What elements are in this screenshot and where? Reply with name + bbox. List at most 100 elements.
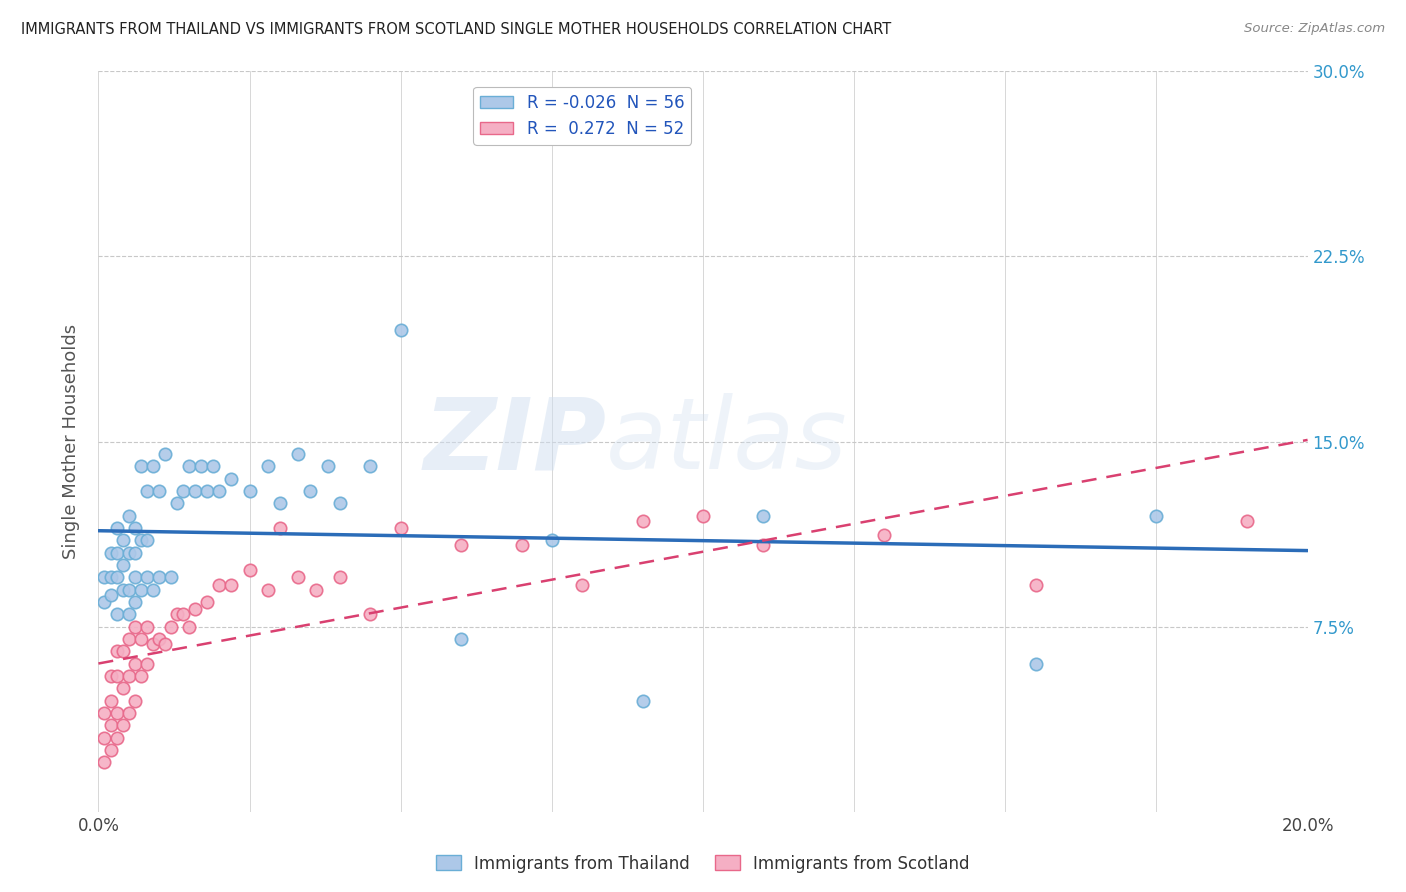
Point xyxy=(135,533,157,548)
Point xyxy=(873,528,896,542)
Point xyxy=(111,582,134,597)
Point xyxy=(160,570,183,584)
Point xyxy=(124,595,146,609)
Point xyxy=(111,681,134,696)
Point xyxy=(172,483,194,498)
Point xyxy=(329,496,352,510)
Point xyxy=(124,694,146,708)
Point xyxy=(166,496,188,510)
Point xyxy=(93,731,115,745)
Point xyxy=(160,619,183,633)
Point xyxy=(221,577,243,591)
Point xyxy=(105,570,128,584)
Point xyxy=(124,521,146,535)
Point xyxy=(124,570,146,584)
Point xyxy=(111,644,134,658)
Point xyxy=(202,459,225,474)
Point xyxy=(287,447,309,461)
Point xyxy=(118,669,141,683)
Point xyxy=(316,459,339,474)
Point xyxy=(389,521,412,535)
Point xyxy=(129,632,152,646)
Point xyxy=(1236,514,1258,528)
Point xyxy=(124,619,146,633)
Point xyxy=(129,582,152,597)
Point xyxy=(329,570,352,584)
Point xyxy=(100,588,122,602)
Point xyxy=(111,558,134,572)
Point xyxy=(239,483,262,498)
Point xyxy=(450,538,472,552)
Point xyxy=(142,637,165,651)
Point xyxy=(148,570,170,584)
Text: IMMIGRANTS FROM THAILAND VS IMMIGRANTS FROM SCOTLAND SINGLE MOTHER HOUSEHOLDS CO: IMMIGRANTS FROM THAILAND VS IMMIGRANTS F… xyxy=(21,22,891,37)
Point xyxy=(105,546,128,560)
Point xyxy=(118,706,141,720)
Point xyxy=(105,731,128,745)
Point xyxy=(153,637,176,651)
Point xyxy=(208,577,231,591)
Point xyxy=(100,669,122,683)
Point xyxy=(100,743,122,757)
Point xyxy=(111,718,134,732)
Point xyxy=(142,459,165,474)
Point xyxy=(1024,657,1046,671)
Point xyxy=(135,570,157,584)
Point xyxy=(184,602,207,616)
Point xyxy=(118,546,141,560)
Point xyxy=(118,607,141,622)
Point xyxy=(105,607,128,622)
Point xyxy=(100,546,122,560)
Point xyxy=(135,657,157,671)
Point xyxy=(190,459,212,474)
Point xyxy=(752,508,775,523)
Point xyxy=(172,607,194,622)
Point xyxy=(631,694,654,708)
Point xyxy=(105,669,128,683)
Legend: Immigrants from Thailand, Immigrants from Scotland: Immigrants from Thailand, Immigrants fro… xyxy=(429,848,977,880)
Legend: R = -0.026  N = 56, R =  0.272  N = 52: R = -0.026 N = 56, R = 0.272 N = 52 xyxy=(474,87,690,145)
Point xyxy=(166,607,188,622)
Point xyxy=(450,632,472,646)
Point xyxy=(100,570,122,584)
Point xyxy=(221,471,243,485)
Point xyxy=(631,514,654,528)
Point xyxy=(256,459,278,474)
Point xyxy=(118,632,141,646)
Text: ZIP: ZIP xyxy=(423,393,606,490)
Point xyxy=(195,483,218,498)
Point xyxy=(287,570,309,584)
Point xyxy=(142,582,165,597)
Point xyxy=(179,619,201,633)
Point xyxy=(105,644,128,658)
Point xyxy=(195,595,218,609)
Point xyxy=(129,669,152,683)
Point xyxy=(692,508,714,523)
Point xyxy=(239,563,262,577)
Y-axis label: Single Mother Households: Single Mother Households xyxy=(62,324,80,559)
Point xyxy=(256,582,278,597)
Point xyxy=(752,538,775,552)
Text: Source: ZipAtlas.com: Source: ZipAtlas.com xyxy=(1244,22,1385,36)
Point xyxy=(360,459,382,474)
Point xyxy=(269,521,291,535)
Point xyxy=(510,538,533,552)
Point xyxy=(105,521,128,535)
Point xyxy=(124,546,146,560)
Text: atlas: atlas xyxy=(606,393,848,490)
Point xyxy=(93,706,115,720)
Point xyxy=(571,577,593,591)
Point xyxy=(269,496,291,510)
Point xyxy=(93,570,115,584)
Point xyxy=(299,483,322,498)
Point xyxy=(305,582,328,597)
Point xyxy=(1024,577,1046,591)
Point xyxy=(148,632,170,646)
Point xyxy=(540,533,562,548)
Point xyxy=(129,533,152,548)
Point xyxy=(179,459,201,474)
Point xyxy=(360,607,382,622)
Point xyxy=(129,459,152,474)
Point xyxy=(135,483,157,498)
Point xyxy=(148,483,170,498)
